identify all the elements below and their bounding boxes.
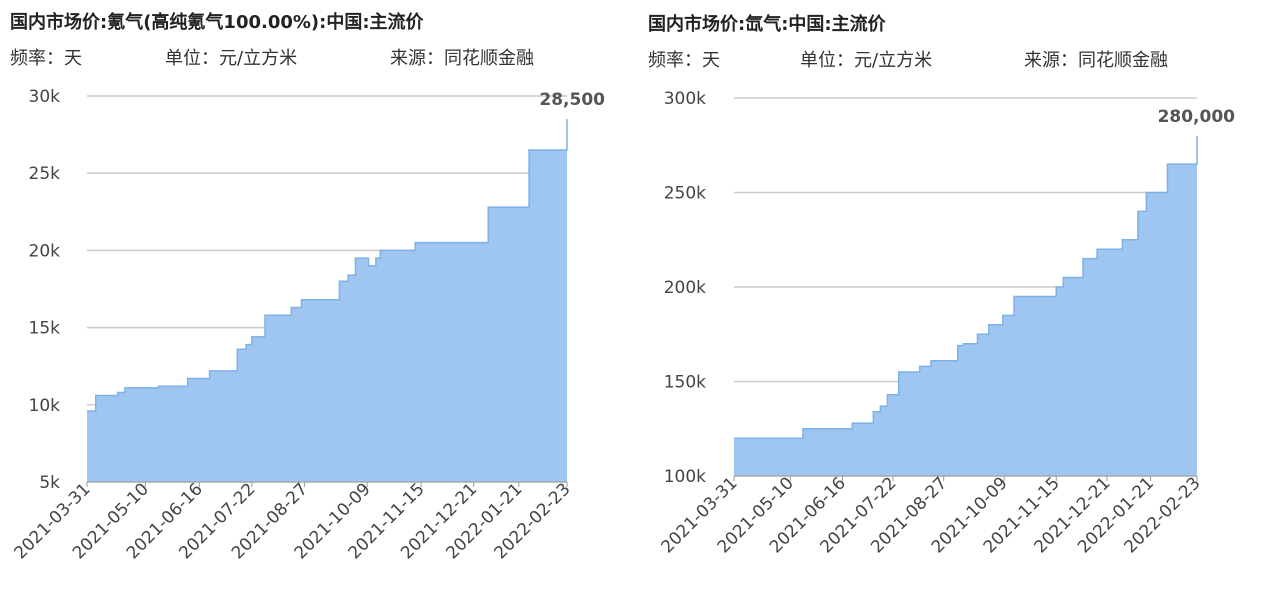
frequency-label: 频率：天 bbox=[10, 48, 82, 69]
series-line bbox=[734, 135, 1198, 439]
y-tick-label: 15k bbox=[29, 319, 61, 339]
unit-label: 单位：元/立方米 bbox=[165, 48, 298, 69]
krypton-price-chart: 5k10k15k20k25k30k2021-03-312021-05-10202… bbox=[11, 87, 606, 563]
unit-label: 单位：元/立方米 bbox=[800, 50, 933, 71]
y-tick-label: 250k bbox=[664, 184, 706, 204]
source-label: 来源：同花顺金融 bbox=[390, 48, 534, 69]
chart-title: 国内市场价:氪气(高纯氪气100.00%):中国:主流价 bbox=[10, 12, 424, 33]
series-area bbox=[734, 135, 1197, 477]
y-tick-label: 300k bbox=[664, 89, 706, 109]
y-tick-label: 25k bbox=[29, 164, 61, 184]
data-label: 280,000 bbox=[1158, 107, 1236, 127]
y-tick-label: 5k bbox=[39, 473, 60, 493]
y-tick-label: 10k bbox=[29, 396, 61, 416]
source-label: 来源：同花顺金融 bbox=[1024, 50, 1168, 71]
y-tick-label: 150k bbox=[664, 373, 706, 393]
y-tick-label: 200k bbox=[664, 278, 706, 298]
y-tick-label: 20k bbox=[29, 241, 61, 261]
chart-panel-krypton: 国内市场价:氪气(高纯氪气100.00%):中国:主流价 频率：天 单位：元/立… bbox=[10, 12, 606, 563]
y-tick-label: 30k bbox=[29, 87, 61, 107]
y-tick-label: 100k bbox=[664, 467, 706, 487]
data-label: 28,500 bbox=[539, 90, 605, 110]
chart-panel-xenon: 国内市场价:氙气:中国:主流价 频率：天 单位：元/立方米 来源：同花顺金融 1… bbox=[634, 0, 1268, 592]
series-area bbox=[87, 119, 567, 482]
frequency-label: 频率：天 bbox=[648, 50, 720, 71]
chart-title: 国内市场价:氙气:中国:主流价 bbox=[648, 14, 886, 35]
series-line bbox=[87, 119, 568, 412]
xenon-price-chart: 100k150k200k250k300k2021-03-312021-05-10… bbox=[658, 89, 1236, 557]
